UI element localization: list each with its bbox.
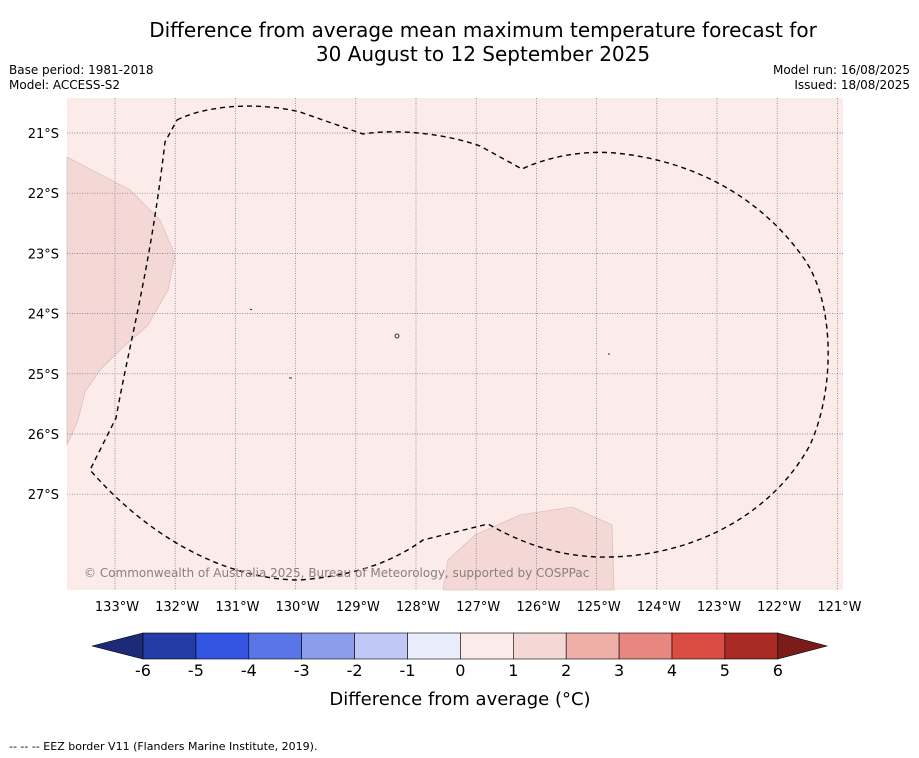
colorbar-segment	[565, 632, 620, 660]
island-marker	[249, 308, 253, 311]
colorbar-tick-label: -6	[135, 661, 151, 680]
longitude-label: 122°W	[757, 600, 801, 615]
latitude-label: 22°S	[28, 187, 59, 202]
copyright-notice: © Commonwealth of Australia 2025, Bureau…	[84, 566, 589, 580]
base-period: Base period: 1981-2018	[9, 63, 154, 77]
colorbar-under-arrow	[91, 632, 144, 660]
latitude-labels: 21°S 22°S 23°S 24°S 25°S 26°S 27°S	[28, 127, 59, 503]
longitude-label: 128°W	[396, 600, 440, 615]
colorbar-segment	[354, 632, 408, 660]
eez-legend-note: -- -- -- EEZ border V11 (Flanders Marine…	[9, 740, 318, 753]
meta-right: Model run: 16/08/2025 Issued: 18/08/2025	[773, 63, 910, 93]
colorbar-tick-label: 2	[561, 661, 571, 680]
colorbar-segment	[671, 632, 726, 660]
colorbar-segment	[512, 632, 567, 660]
colorbar-tick-label: 6	[773, 661, 783, 680]
longitude-label: 129°W	[336, 600, 380, 615]
longitude-label: 121°W	[817, 600, 861, 615]
island-markers	[249, 308, 610, 379]
longitude-label: 125°W	[577, 600, 621, 615]
latitude-label: 27°S	[28, 488, 59, 503]
colorbar-tick-labels: -6 -5 -4 -3 -2 -1 0 1 2 3 4 5 6	[135, 661, 783, 680]
latitude-label: 26°S	[28, 428, 59, 443]
colorbar-tick-label: -2	[347, 661, 363, 680]
colorbar-segment	[195, 632, 250, 660]
chart-title: Difference from average mean maximum tem…	[0, 18, 919, 66]
colorbar-tick-label: -5	[188, 661, 204, 680]
longitude-label: 124°W	[637, 600, 681, 615]
colorbar-segment	[301, 632, 355, 660]
model-run: Model run: 16/08/2025	[772, 63, 910, 77]
latitude-label: 24°S	[28, 308, 59, 323]
title-line-2: 30 August to 12 September 2025	[315, 42, 651, 66]
colorbar-tick-label: -4	[241, 661, 257, 680]
latitude-label: 21°S	[28, 127, 59, 142]
colorbar-title: Difference from average (°C)	[329, 689, 590, 710]
longitude-label: 131°W	[215, 600, 259, 615]
longitude-label: 130°W	[276, 600, 320, 615]
longitude-labels: 133°W 132°W 131°W 130°W 129°W 128°W 127°W 126°W…	[95, 600, 862, 615]
colorbar-segment	[248, 632, 303, 660]
colorbar-segment	[724, 632, 779, 660]
island-marker	[394, 333, 400, 339]
latitude-label: 25°S	[28, 368, 59, 383]
colorbar-segment	[142, 632, 197, 660]
issued-date: Issued: 18/08/2025	[794, 78, 910, 92]
colorbar-tick-label: 0	[455, 661, 465, 680]
map-gridlines	[67, 98, 843, 590]
longitude-label: 126°W	[516, 600, 560, 615]
longitude-label: 127°W	[456, 600, 500, 615]
colorbar-tick-label: 1	[508, 661, 518, 680]
longitude-label: 133°W	[95, 600, 139, 615]
latitude-label: 23°S	[28, 247, 59, 262]
colorbar-segment	[407, 632, 461, 660]
colorbar-tick-label: -3	[294, 661, 310, 680]
colorbar-tick-label: 3	[614, 661, 624, 680]
anomaly-patch-south	[442, 506, 615, 591]
title-line-1: Difference from average mean maximum tem…	[149, 18, 817, 42]
colorbar-over-arrow	[777, 632, 829, 660]
colorbar-tick-label: 4	[667, 661, 677, 680]
eez-border-line	[89, 105, 829, 581]
longitude-label: 132°W	[155, 600, 199, 615]
colorbar-segment	[460, 632, 514, 660]
model-name: Model: ACCESS-S2	[9, 78, 121, 92]
meta-left: Base period: 1981-2018 Model: ACCESS-S2	[9, 63, 154, 93]
colorbar-tick-label: -1	[400, 661, 416, 680]
colorbar	[91, 632, 829, 660]
colorbar-segment	[618, 632, 673, 660]
longitude-label: 123°W	[697, 600, 741, 615]
map-area	[67, 98, 843, 590]
colorbar-tick-label: 5	[720, 661, 730, 680]
